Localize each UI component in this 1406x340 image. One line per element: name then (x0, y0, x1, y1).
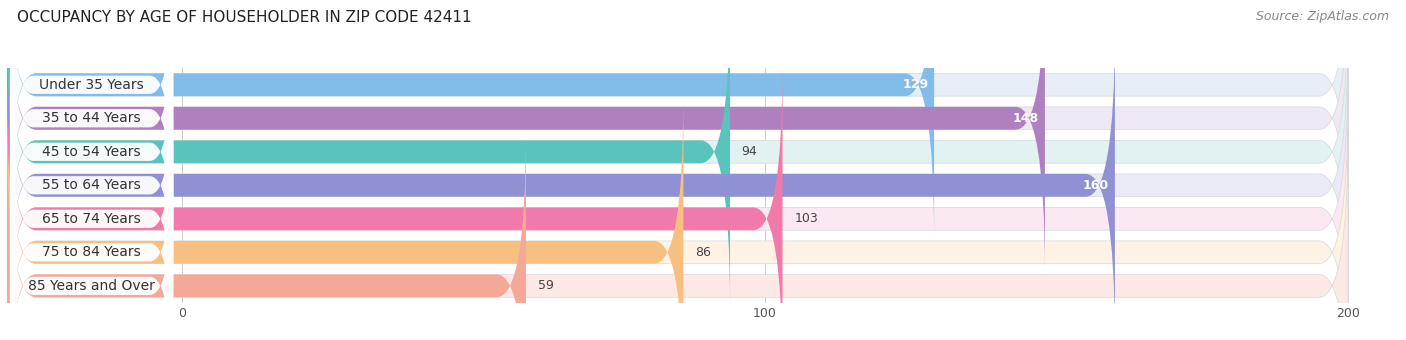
Text: Source: ZipAtlas.com: Source: ZipAtlas.com (1256, 10, 1389, 23)
Text: 65 to 74 Years: 65 to 74 Years (42, 212, 141, 226)
Text: OCCUPANCY BY AGE OF HOUSEHOLDER IN ZIP CODE 42411: OCCUPANCY BY AGE OF HOUSEHOLDER IN ZIP C… (17, 10, 471, 25)
FancyBboxPatch shape (7, 0, 1045, 274)
Text: 160: 160 (1083, 179, 1109, 192)
Text: 75 to 84 Years: 75 to 84 Years (42, 245, 141, 259)
FancyBboxPatch shape (10, 128, 173, 340)
FancyBboxPatch shape (7, 96, 683, 340)
Text: 129: 129 (903, 78, 928, 91)
Text: 55 to 64 Years: 55 to 64 Years (42, 178, 141, 192)
Text: 35 to 44 Years: 35 to 44 Years (42, 111, 141, 125)
Text: 59: 59 (537, 279, 554, 292)
FancyBboxPatch shape (7, 29, 1348, 340)
Text: 45 to 54 Years: 45 to 54 Years (42, 145, 141, 159)
FancyBboxPatch shape (7, 0, 1348, 274)
FancyBboxPatch shape (7, 0, 1348, 241)
Text: 86: 86 (695, 246, 711, 259)
FancyBboxPatch shape (7, 0, 730, 308)
FancyBboxPatch shape (7, 0, 1348, 308)
FancyBboxPatch shape (10, 27, 173, 277)
FancyBboxPatch shape (10, 94, 173, 340)
Text: 103: 103 (794, 212, 818, 225)
FancyBboxPatch shape (10, 161, 173, 340)
FancyBboxPatch shape (10, 61, 173, 310)
Text: 94: 94 (742, 145, 758, 158)
FancyBboxPatch shape (10, 0, 173, 243)
FancyBboxPatch shape (7, 130, 526, 340)
FancyBboxPatch shape (7, 63, 1348, 340)
FancyBboxPatch shape (7, 96, 1348, 340)
FancyBboxPatch shape (7, 130, 1348, 340)
Text: 85 Years and Over: 85 Years and Over (28, 279, 155, 293)
FancyBboxPatch shape (10, 0, 173, 210)
Text: 148: 148 (1012, 112, 1039, 125)
FancyBboxPatch shape (7, 29, 1115, 340)
FancyBboxPatch shape (7, 0, 934, 241)
Text: Under 35 Years: Under 35 Years (39, 78, 143, 92)
FancyBboxPatch shape (7, 63, 783, 340)
